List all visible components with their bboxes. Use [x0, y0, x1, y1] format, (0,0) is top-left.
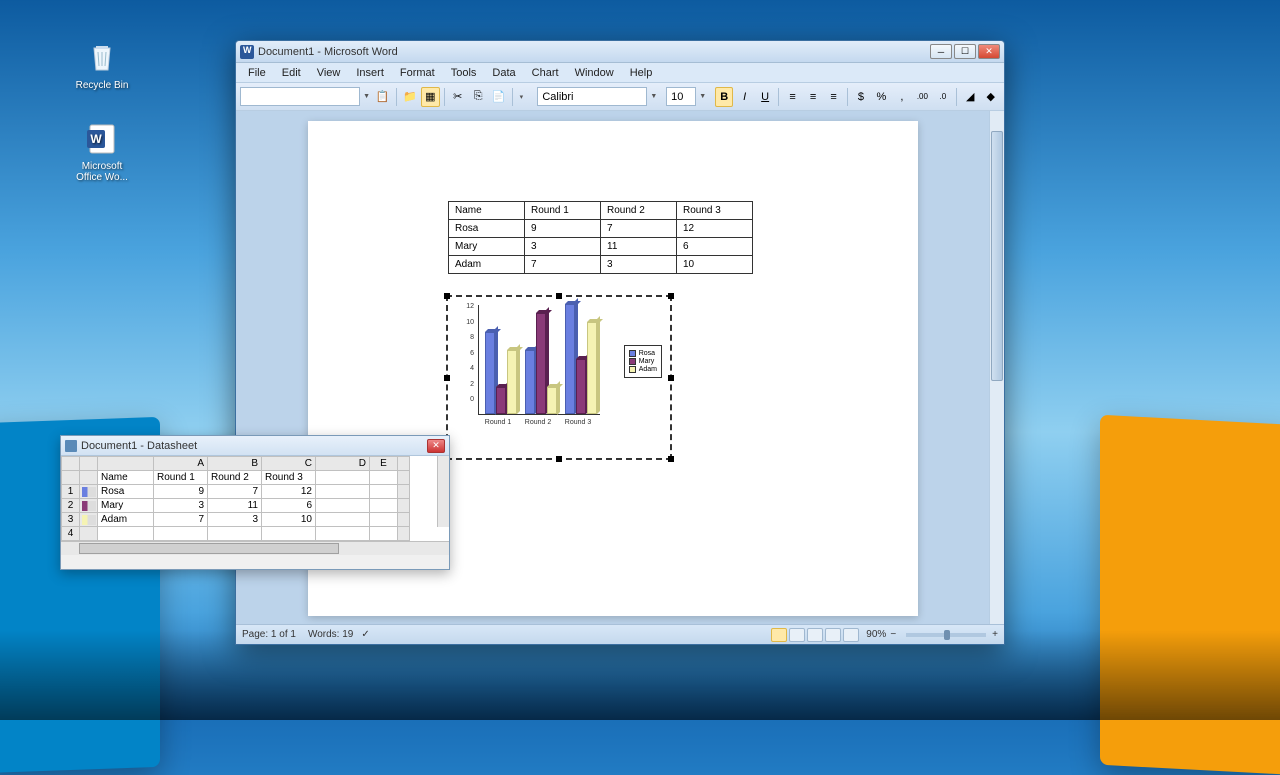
- undo-dropdown[interactable]: ▾: [517, 93, 526, 101]
- menu-help[interactable]: Help: [622, 65, 661, 81]
- spellcheck-icon[interactable]: ✓: [361, 629, 369, 640]
- table-header: Name: [449, 202, 525, 220]
- align-right-button[interactable]: ≡: [824, 87, 842, 107]
- datasheet-titlebar[interactable]: Document1 - Datasheet ✕: [61, 436, 449, 456]
- comma-button[interactable]: ,: [893, 87, 911, 107]
- word-shortcut-icon[interactable]: W Microsoft Office Wo...: [72, 121, 132, 183]
- percent-button[interactable]: %: [872, 87, 890, 107]
- chart-legend: RosaMaryAdam: [624, 345, 662, 378]
- outline-view-button[interactable]: [825, 628, 841, 642]
- menu-bar: File Edit View Insert Format Tools Data …: [236, 63, 1004, 83]
- menu-file[interactable]: File: [240, 65, 274, 81]
- table-header: Round 1: [525, 202, 601, 220]
- menu-tools[interactable]: Tools: [443, 65, 485, 81]
- recycle-bin-label: Recycle Bin: [76, 80, 129, 91]
- full-screen-view-button[interactable]: [789, 628, 805, 642]
- import-button[interactable]: 📁: [401, 87, 419, 107]
- menu-format[interactable]: Format: [392, 65, 443, 81]
- word-shortcut-label: Microsoft Office Wo...: [76, 161, 128, 183]
- increase-decimal-button[interactable]: .00: [913, 87, 931, 107]
- chart-y-axis-labels: 121086420: [460, 303, 474, 412]
- chart-x-axis-labels: Round 1Round 2Round 3: [478, 419, 598, 426]
- status-bar: Page: 1 of 1 Words: 19 ✓ 90% − +: [236, 624, 1004, 644]
- menu-edit[interactable]: Edit: [274, 65, 309, 81]
- zoom-out-button[interactable]: −: [890, 629, 896, 640]
- currency-button[interactable]: $: [852, 87, 870, 107]
- font-name-input[interactable]: [537, 87, 647, 106]
- underline-button[interactable]: U: [756, 87, 774, 107]
- status-words: Words: 19: [308, 629, 353, 640]
- cut-button[interactable]: ✂: [448, 87, 466, 107]
- font-size-dropdown[interactable]: ▼: [698, 93, 707, 100]
- align-left-button[interactable]: ≡: [783, 87, 801, 107]
- datasheet-window: Document1 - Datasheet ✕ A B C D E Name R…: [60, 435, 450, 570]
- menu-chart[interactable]: Chart: [524, 65, 567, 81]
- recycle-bin-icon[interactable]: Recycle Bin: [72, 40, 132, 91]
- datasheet-vscroll[interactable]: [437, 456, 449, 527]
- menu-data[interactable]: Data: [484, 65, 523, 81]
- align-center-button[interactable]: ≡: [804, 87, 822, 107]
- font-size-input[interactable]: [666, 87, 696, 106]
- table-header: Round 2: [601, 202, 677, 220]
- font-name-dropdown[interactable]: ▼: [649, 93, 658, 100]
- bold-button[interactable]: B: [715, 87, 733, 107]
- view-datasheet-button[interactable]: ▦: [421, 87, 439, 107]
- format-object-button[interactable]: 📋: [373, 87, 391, 107]
- word-app-icon: [240, 45, 254, 59]
- web-layout-view-button[interactable]: [807, 628, 823, 642]
- chart-object[interactable]: 121086420 Round 1Round 2Round 3 RosaMary…: [446, 295, 672, 460]
- zoom-in-button[interactable]: +: [992, 629, 998, 640]
- datasheet-grid[interactable]: A B C D E Name Round 1 Round 2 Round 3 1…: [61, 456, 449, 541]
- toolbar: ▼ 📋 📁 ▦ ✂ ⎘ 📄 ▾ ▼ ▼ B I U ≡ ≡ ≡ $ % , .0…: [236, 83, 1004, 111]
- chart-plot-area: [478, 305, 600, 415]
- decrease-decimal-button[interactable]: .0: [934, 87, 952, 107]
- table-header: Round 3: [677, 202, 753, 220]
- datasheet-title: Document1 - Datasheet: [81, 440, 427, 452]
- vertical-scrollbar[interactable]: [989, 111, 1004, 624]
- svg-text:W: W: [90, 132, 102, 146]
- status-page: Page: 1 of 1: [242, 629, 296, 640]
- menu-insert[interactable]: Insert: [348, 65, 392, 81]
- copy-button[interactable]: ⎘: [469, 87, 487, 107]
- word-data-table[interactable]: Name Round 1 Round 2 Round 3 Rosa9712 Ma…: [448, 201, 753, 274]
- draft-view-button[interactable]: [843, 628, 859, 642]
- minimize-button[interactable]: ─: [930, 44, 952, 59]
- italic-button[interactable]: I: [735, 87, 753, 107]
- chart-area-input[interactable]: [240, 87, 360, 106]
- titlebar[interactable]: Document1 - Microsoft Word ─ ☐ ✕: [236, 41, 1004, 63]
- print-layout-view-button[interactable]: [771, 628, 787, 642]
- maximize-button[interactable]: ☐: [954, 44, 976, 59]
- close-button[interactable]: ✕: [978, 44, 1000, 59]
- window-title: Document1 - Microsoft Word: [258, 46, 928, 58]
- datasheet-icon: [65, 440, 77, 452]
- menu-view[interactable]: View: [309, 65, 349, 81]
- zoom-slider[interactable]: [906, 633, 986, 637]
- desktop-icons: Recycle Bin W Microsoft Office Wo...: [72, 40, 132, 213]
- angle-text-button[interactable]: ◢: [961, 87, 979, 107]
- datasheet-close-button[interactable]: ✕: [427, 439, 445, 453]
- datasheet-hscroll[interactable]: [61, 541, 449, 555]
- paste-button[interactable]: 📄: [489, 87, 507, 107]
- chart-area-dropdown[interactable]: ▼: [362, 93, 371, 100]
- fill-color-button[interactable]: ◆: [982, 87, 1000, 107]
- zoom-level[interactable]: 90%: [866, 629, 886, 640]
- menu-window[interactable]: Window: [567, 65, 622, 81]
